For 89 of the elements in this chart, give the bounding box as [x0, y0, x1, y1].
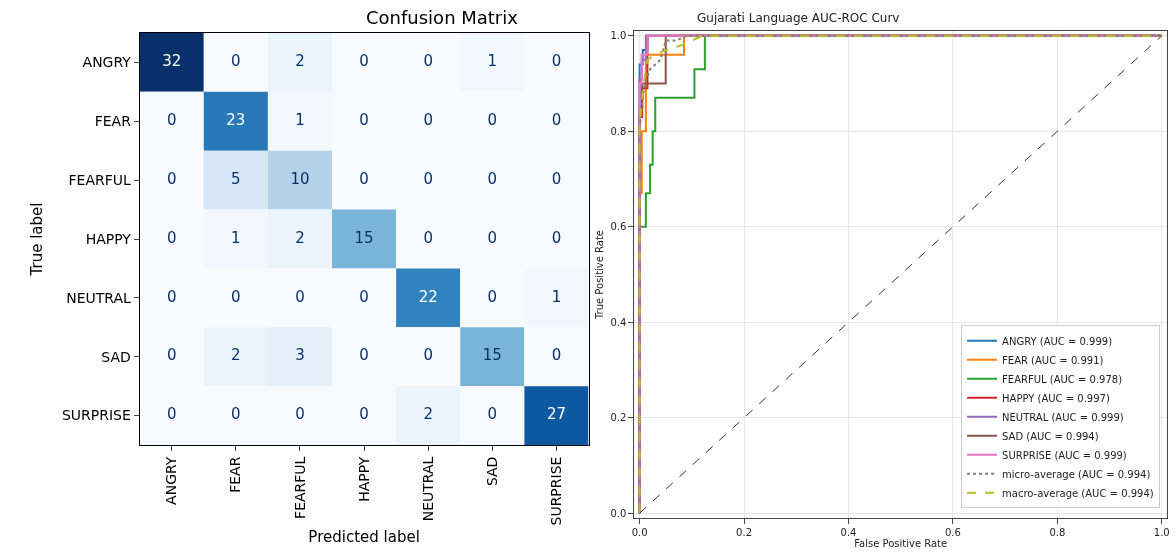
data-label: 0 — [423, 169, 433, 188]
data-label: 0 — [551, 169, 562, 188]
chart-title: Gujarati Language AUC-ROC Curv — [697, 11, 900, 25]
legend-label: FEARFUL (AUC = 0.978) — [1002, 373, 1123, 385]
data-label: 0 — [359, 111, 369, 130]
x-tick-label: FEARFUL — [291, 456, 308, 519]
data-label: 0 — [551, 111, 562, 130]
x-tick-label: 0.0 — [631, 527, 648, 538]
y-tick-label: NEUTRAL — [66, 289, 132, 306]
data-label: 0 — [166, 287, 177, 306]
data-label: 0 — [359, 405, 369, 424]
data-label: 0 — [231, 52, 241, 71]
data-label: 0 — [166, 405, 177, 424]
data-label: 0 — [423, 228, 433, 247]
x-tick-label: 0.8 — [1049, 527, 1066, 538]
x-axis-title: Predicted label — [308, 527, 420, 546]
data-label: 0 — [231, 287, 241, 306]
data-label: 2 — [295, 52, 305, 71]
legend-label: NEUTRAL (AUC = 0.999) — [1002, 411, 1124, 423]
data-label: 0 — [359, 346, 369, 365]
data-label: 23 — [226, 111, 246, 130]
x-tick-label: 1.0 — [1153, 527, 1170, 538]
data-label: 5 — [231, 169, 241, 188]
y-tick-label: 0.6 — [610, 221, 627, 233]
legend-label: FEAR (AUC = 0.991) — [1002, 354, 1104, 366]
x-tick-label: NEUTRAL — [419, 456, 436, 522]
data-label: 0 — [359, 169, 369, 188]
x-tick-label: 0.2 — [736, 527, 752, 538]
legend-label: micro-average (AUC = 0.994) — [1002, 468, 1151, 480]
x-tick-label: HAPPY — [355, 456, 372, 502]
data-label: 0 — [359, 287, 369, 306]
data-label: 0 — [487, 111, 498, 130]
data-label: 1 — [487, 52, 498, 71]
data-label: 32 — [162, 52, 182, 71]
y-axis-title: True Positive Rate — [594, 229, 606, 321]
data-label: 1 — [551, 287, 562, 306]
legend-label: macro-average (AUC = 0.994) — [1002, 487, 1154, 499]
y-tick-label: FEARFUL — [68, 172, 132, 189]
data-label: 0 — [295, 287, 305, 306]
data-label: 0 — [423, 52, 433, 71]
data-label: 2 — [295, 228, 305, 247]
chart-title: Confusion Matrix — [366, 7, 519, 28]
data-label: 15 — [354, 228, 374, 247]
data-label: 2 — [423, 405, 433, 424]
data-label: 10 — [290, 169, 310, 188]
data-label: 0 — [551, 228, 562, 247]
y-tick-label: FEAR — [94, 113, 132, 130]
legend-label: SURPRISE (AUC = 0.999) — [1002, 449, 1127, 461]
data-label: 0 — [166, 346, 177, 365]
x-tick-label: SURPRISE — [547, 456, 564, 526]
data-label: 0 — [423, 346, 433, 365]
data-label: 0 — [551, 346, 562, 365]
x-tick-label: 0.6 — [944, 527, 961, 538]
data-label: 0 — [166, 111, 177, 130]
x-tick-label: 0.4 — [840, 527, 857, 538]
data-label: 1 — [295, 111, 305, 130]
data-label: 22 — [418, 287, 438, 306]
data-label: 0 — [359, 52, 369, 71]
data-label: 0 — [487, 405, 498, 424]
data-label: 0 — [487, 287, 498, 306]
data-label: 3 — [295, 346, 305, 365]
y-tick-label: SURPRISE — [61, 407, 131, 424]
data-label: 0 — [551, 52, 562, 71]
data-label: 27 — [546, 405, 566, 424]
data-label: 0 — [231, 405, 241, 424]
data-label: 2 — [231, 346, 241, 365]
x-tick-label: SAD — [483, 456, 500, 487]
data-label: 0 — [487, 228, 498, 247]
data-label: 1 — [231, 228, 241, 247]
x-axis-title: False Positive Rate — [854, 538, 948, 549]
y-tick-label: 0.4 — [610, 316, 627, 328]
data-label: 0 — [166, 169, 177, 188]
data-label: 0 — [423, 111, 433, 130]
data-label: 0 — [295, 405, 305, 424]
y-tick-label: HAPPY — [85, 230, 132, 247]
legend-label: SAD (AUC = 0.994) — [1002, 430, 1099, 442]
x-tick-label: FEAR — [227, 456, 244, 493]
y-tick-label: 0.2 — [610, 412, 627, 424]
y-tick-label: SAD — [101, 348, 131, 365]
data-label: 0 — [166, 228, 177, 247]
y-axis-title: True label — [28, 202, 47, 277]
y-tick-label: 1.0 — [610, 30, 627, 42]
x-tick-label: ANGRY — [163, 456, 180, 505]
y-tick-label: 0.8 — [610, 125, 627, 137]
legend-label: HAPPY (AUC = 0.997) — [1002, 392, 1110, 404]
data-label: 15 — [482, 346, 502, 365]
data-label: 0 — [487, 169, 498, 188]
y-tick-label: ANGRY — [82, 54, 132, 71]
legend-label: ANGRY (AUC = 0.999) — [1002, 335, 1113, 347]
